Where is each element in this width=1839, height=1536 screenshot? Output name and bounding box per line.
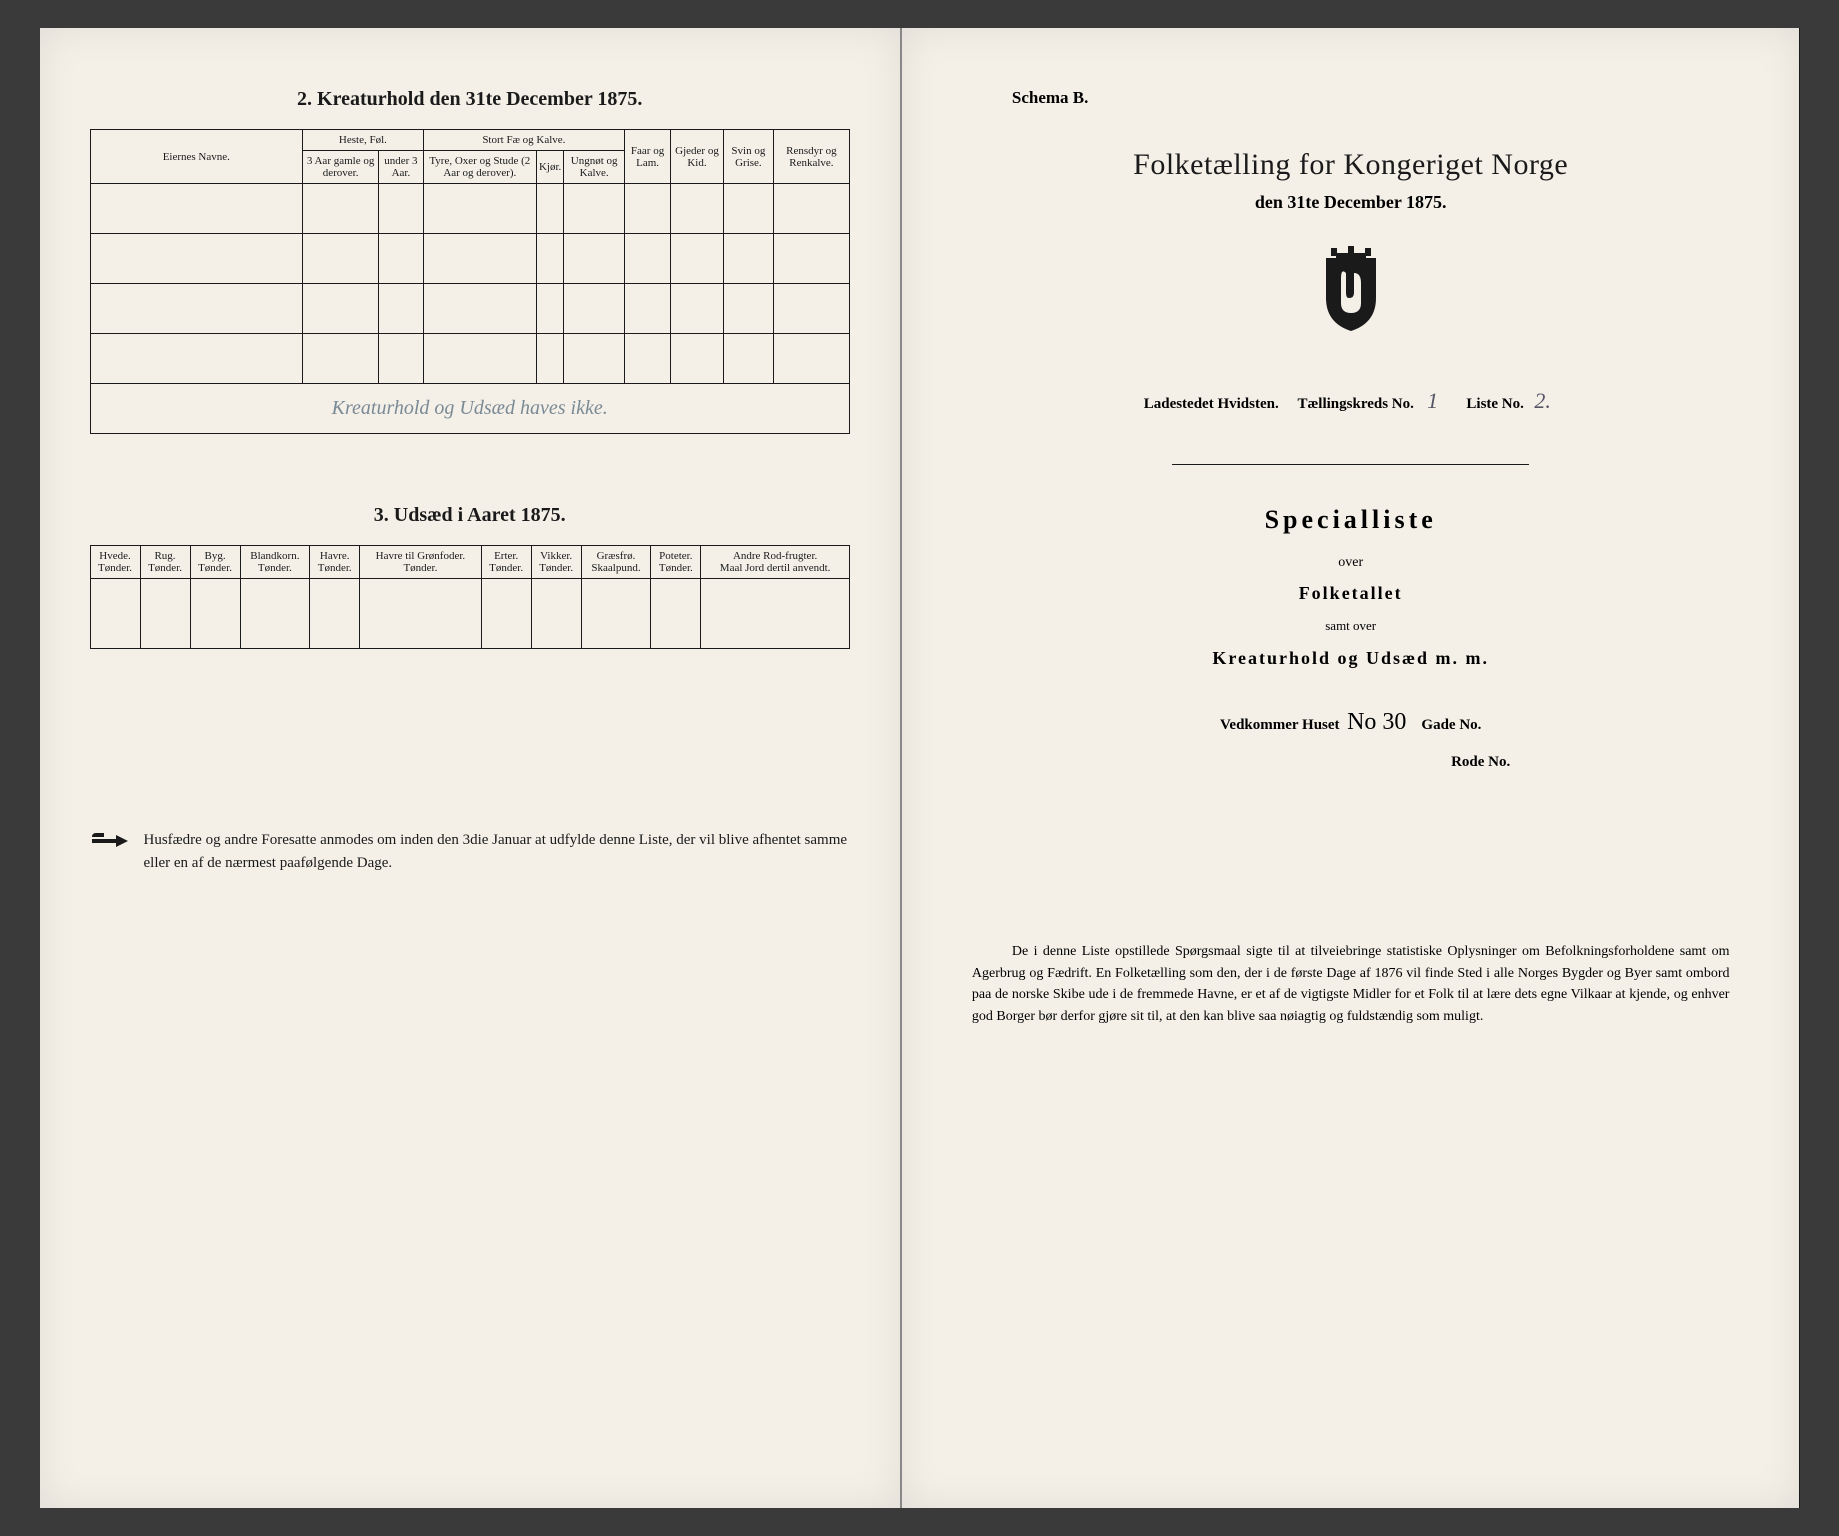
col-group-fae: Stort Fæ og Kalve. [423, 130, 624, 151]
col-heste-a: 3 Aar gamle og derover. [303, 151, 379, 184]
table-row [90, 184, 849, 234]
footnote-text: Husfædre og andre Foresatte anmodes om i… [144, 829, 850, 874]
document-spread: 2. Kreaturhold den 31te December 1875. E… [40, 28, 1800, 1508]
ladested-label: Ladestedet Hvidsten. [1144, 396, 1279, 412]
bottom-paragraph: De i denne Liste opstillede Spørgsmaal s… [972, 941, 1730, 1028]
th: Vikker.Tønder. [531, 546, 581, 579]
th: Rug.Tønder. [140, 546, 190, 579]
th: Poteter.Tønder. [651, 546, 701, 579]
col-fae-c: Ungnøt og Kalve. [564, 151, 625, 184]
specialliste-title: Specialliste [972, 505, 1730, 535]
th: Havre.Tønder. [310, 546, 360, 579]
kreaturhold-table: Eiernes Navne. Heste, Føl. Stort Fæ og K… [90, 129, 850, 434]
kreatur-text: Kreaturhold og Udsæd m. m. [972, 648, 1730, 669]
table-row [90, 284, 849, 334]
col-svin: Svin og Grise. [723, 130, 773, 184]
main-title: Folketælling for Kongeriget Norge [972, 148, 1730, 182]
table-row-handwriting: Kreaturhold og Udsæd haves ikke. [90, 384, 849, 434]
table-row [90, 234, 849, 284]
folketallet-text: Folketallet [972, 583, 1730, 604]
col-fae-a: Tyre, Oxer og Stude (2 Aar og derover). [423, 151, 536, 184]
col-heste-b: under 3 Aar. [379, 151, 424, 184]
coat-of-arms-icon [972, 243, 1730, 338]
liste-label: Liste No. [1466, 396, 1524, 412]
sub-title: den 31te December 1875. [972, 192, 1730, 213]
col-rensdyr: Rensdyr og Renkalve. [773, 130, 849, 184]
col-fae-b: Kjør. [536, 151, 563, 184]
samt-text: samt over [972, 618, 1730, 634]
kreds-value: 1 [1418, 388, 1448, 414]
col-group-heste: Heste, Føl. [303, 130, 424, 151]
house-value: No 30 [1347, 709, 1406, 735]
section3-title: 3. Udsæd i Aaret 1875. [90, 504, 850, 527]
house-label: Vedkommer Huset [1220, 717, 1340, 733]
th: Erter.Tønder. [481, 546, 531, 579]
divider [1172, 464, 1530, 465]
th: Havre til Grønfoder.Tønder. [360, 546, 481, 579]
th: Græsfrø.Skaalpund. [581, 546, 651, 579]
table-row [90, 579, 849, 649]
meta-line: Ladestedet Hvidsten. Tællingskreds No. 1… [972, 388, 1730, 414]
liste-value: 2. [1528, 388, 1558, 414]
pointing-hand-icon [90, 829, 130, 874]
footnote: Husfædre og andre Foresatte anmodes om i… [90, 829, 850, 874]
kreds-label: Tællingskreds No. [1297, 396, 1413, 412]
th: Byg.Tønder. [190, 546, 240, 579]
rode-label: Rode No. [1451, 754, 1510, 770]
th: Blandkorn.Tønder. [240, 546, 310, 579]
left-page: 2. Kreaturhold den 31te December 1875. E… [40, 28, 902, 1508]
section2-title: 2. Kreaturhold den 31te December 1875. [90, 88, 850, 111]
rode-line: Rode No. [972, 754, 1730, 771]
table-row [90, 334, 849, 384]
house-line: Vedkommer Huset No 30 Gade No. [972, 709, 1730, 736]
right-page: Schema B. Folketælling for Kongeriget No… [902, 28, 1800, 1508]
col-faar: Faar og Lam. [625, 130, 671, 184]
col-eier: Eiernes Navne. [90, 130, 303, 184]
th: Hvede.Tønder. [90, 546, 140, 579]
schema-label: Schema B. [1012, 88, 1730, 108]
udsaed-table: Hvede.Tønder. Rug.Tønder. Byg.Tønder. Bl… [90, 545, 850, 649]
table-header-row: Hvede.Tønder. Rug.Tønder. Byg.Tønder. Bl… [90, 546, 849, 579]
col-gjeder: Gjeder og Kid. [671, 130, 724, 184]
over-text: over [972, 555, 1730, 571]
th: Andre Rod-frugter.Maal Jord dertil anven… [701, 546, 850, 579]
gade-label: Gade No. [1421, 717, 1481, 733]
